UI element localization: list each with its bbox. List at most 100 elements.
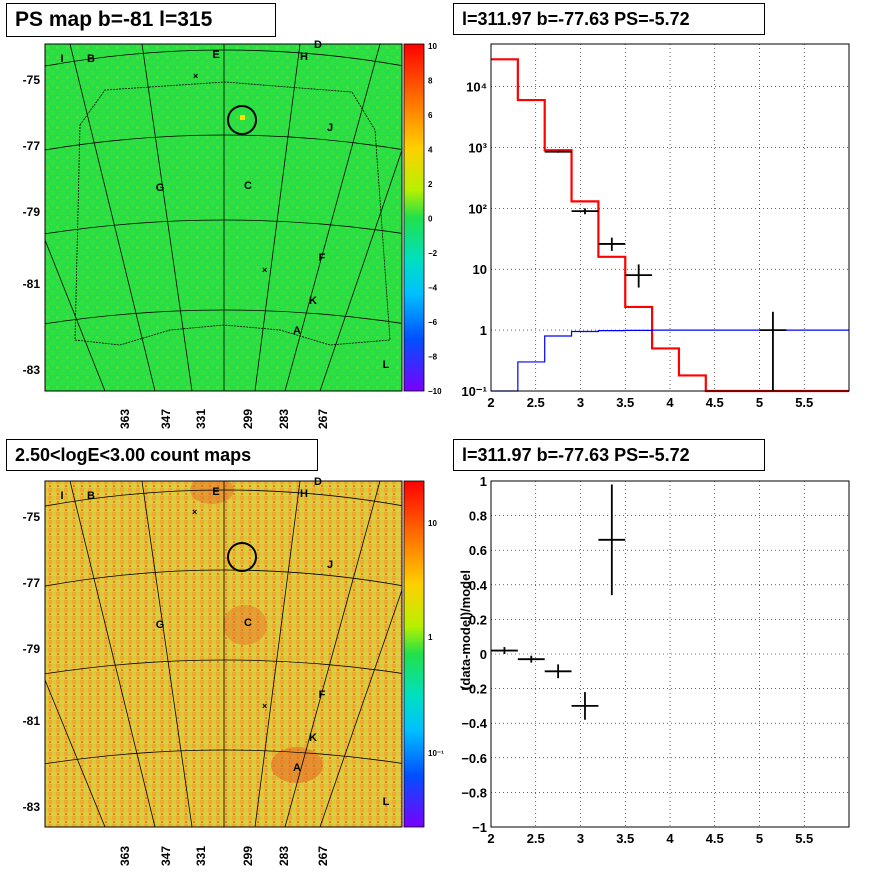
region-label: E — [212, 486, 219, 498]
colorbar-tick-label: 10⁻¹ — [428, 749, 444, 758]
count-map-cross-2: × — [262, 701, 267, 711]
colorbar-tick-label: 8 — [428, 77, 433, 86]
spectrum-marks — [491, 58, 849, 393]
count-map-colorbar — [403, 480, 425, 828]
colorbar-tick-label: −6 — [428, 318, 438, 327]
x-tick-label: 2 — [487, 831, 494, 846]
colorbar-tick-label: 1 — [428, 633, 433, 642]
data-point-errorbar — [598, 237, 626, 251]
ps-map-region-labels: I B E DH J G C F K A L — [60, 39, 389, 371]
count-map-frame — [44, 480, 403, 828]
x-tick-label: 3 — [577, 395, 584, 410]
count-map-x-ticks: 363 347 331 299 283 267 — [118, 846, 330, 866]
ps-map-y-ticks: -75 -77 -79 -81 -83 — [23, 73, 41, 377]
x-tick-label: 2 — [487, 395, 494, 410]
spectrum-title: l=311.97 b=-77.63 PS=-5.72 — [453, 3, 765, 35]
colorbar-tick-label: 10 — [428, 42, 437, 51]
spectrum-panel: 2 2.5 3 3.5 4 4.5 5 5.5 10⁻¹ 1 10 10² 10³ 10⁴ — [461, 43, 850, 410]
x-tick-label: 347 — [159, 846, 173, 866]
count-map-title: 2.50<logE<3.00 count maps — [6, 439, 318, 471]
region-label: K — [309, 295, 317, 307]
residual-y-axis-label: (data-model)/model — [458, 570, 473, 690]
x-tick-label: 363 — [118, 409, 132, 429]
y-tick-label: 0.6 — [469, 543, 487, 558]
colorbar-tick-label: −4 — [428, 284, 438, 293]
model-background-step-line — [491, 329, 849, 392]
region-label: G — [156, 182, 165, 194]
y-tick-label: −0.4 — [461, 716, 487, 731]
region-label: G — [156, 619, 165, 631]
y-tick-label: -81 — [23, 277, 41, 291]
y-tick-label: -77 — [23, 576, 41, 590]
region-label: A — [293, 325, 301, 337]
y-tick-label: 1 — [480, 323, 487, 338]
x-tick-label: 331 — [194, 409, 208, 429]
region-label: B — [87, 53, 95, 65]
region-label: E — [212, 49, 219, 61]
y-tick-label: 10⁴ — [466, 80, 487, 95]
region-label: D — [314, 476, 322, 488]
x-tick-label: 4 — [666, 395, 674, 410]
ps-map-colorbar — [403, 43, 425, 392]
count-map-background — [45, 481, 402, 827]
region-label: L — [383, 796, 390, 808]
residual-axes: 2 2.5 3 3.5 4 4.5 5 5.5 −1 −0.8 −0.6 −0.4 −0.2 0 0.2 0.… — [461, 474, 813, 846]
count-map-region-labels: I B E DH J G C F K A L — [60, 476, 389, 808]
ps-map-title: PS map b=-81 l=315 — [6, 3, 276, 37]
x-tick-label: 4.5 — [706, 395, 724, 410]
ps-map-background — [45, 44, 402, 391]
x-tick-label: 3 — [577, 831, 584, 846]
x-tick-label: 5 — [756, 395, 763, 410]
region-label: B — [87, 490, 95, 502]
region-label: C — [244, 180, 252, 192]
colorbar-tick-label: −2 — [428, 249, 438, 258]
residual-point-errorbar — [544, 664, 572, 679]
x-tick-label: 283 — [277, 846, 291, 866]
data-point-errorbar — [571, 208, 599, 215]
residual-point-errorbar — [517, 655, 545, 663]
residual-frame — [490, 480, 850, 828]
colorbar-tick-label: 0 — [428, 215, 433, 224]
ps-map-frame — [44, 43, 403, 392]
x-tick-label: 3.5 — [616, 395, 634, 410]
data-point-errorbar — [759, 311, 787, 391]
region-label: H — [300, 488, 308, 500]
x-tick-label: 5.5 — [795, 395, 813, 410]
y-tick-label: -83 — [23, 800, 41, 814]
x-tick-label: 5 — [756, 831, 763, 846]
residual-panel: 2 2.5 3 3.5 4 4.5 5 5.5 −1 −0.8 −0.6 −0.4 −0.2 0 0.2 0.… — [458, 474, 850, 846]
region-label: J — [327, 122, 333, 134]
colorbar-tick-label: 6 — [428, 111, 433, 120]
residual-point-errorbar — [598, 484, 626, 596]
x-tick-label: 299 — [241, 846, 255, 866]
count-map-source-circle — [227, 542, 257, 572]
residual-title: l=311.97 b=-77.63 PS=-5.72 — [453, 439, 765, 471]
data-point-errorbar — [625, 264, 653, 288]
region-label: D — [314, 39, 322, 51]
count-map-cross-1: × — [192, 507, 197, 517]
colorbar-tick-label: 10 — [428, 519, 437, 528]
ps-map-cross-1: × — [193, 71, 198, 81]
ps-map-x-ticks: 363 347 331 299 283 267 — [118, 409, 330, 429]
y-tick-label: 10³ — [468, 140, 487, 155]
count-map-hotspot-c — [223, 605, 267, 645]
y-tick-label: −0.6 — [461, 751, 487, 766]
region-label: L — [383, 359, 390, 371]
count-map-grid — [45, 481, 402, 827]
x-tick-label: 4 — [666, 831, 674, 846]
y-tick-label: −0.2 — [461, 682, 487, 697]
y-tick-label: 0.2 — [469, 612, 487, 627]
region-label: H — [300, 51, 308, 63]
region-label: I — [60, 53, 63, 65]
y-tick-label: 10 — [473, 262, 487, 277]
y-tick-label: 0.4 — [469, 578, 488, 593]
y-tick-label: 0 — [480, 647, 487, 662]
colorbar-tick-label: 4 — [428, 146, 433, 155]
y-tick-label: 0.8 — [469, 509, 487, 524]
residual-grid — [490, 480, 849, 828]
region-label: F — [319, 252, 326, 264]
spectrum-axes: 2 2.5 3 3.5 4 4.5 5 5.5 10⁻¹ 1 10 10² 10³ 10⁴ — [461, 80, 813, 410]
spectrum-frame — [490, 43, 850, 392]
